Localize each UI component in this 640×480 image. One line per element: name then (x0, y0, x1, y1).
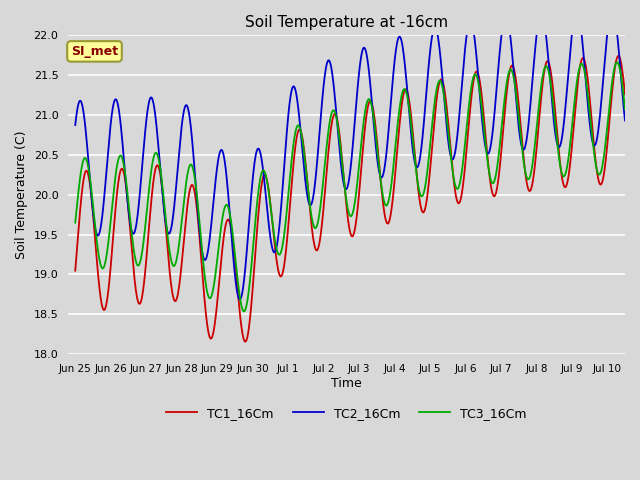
TC3_16Cm (621, 107, 629, 112)
TC2_16Cm (609, 7, 616, 12)
TC2_16Cm (385, 129, 392, 135)
TC3_16Cm (136, 259, 144, 265)
TC1_16Cm (614, 53, 622, 59)
Y-axis label: Soil Temperature (C): Soil Temperature (C) (15, 131, 28, 259)
TC1_16Cm (72, 268, 79, 274)
TC2_16Cm (621, 118, 629, 123)
TC3_16Cm (114, 159, 122, 165)
TC1_16Cm (241, 339, 249, 345)
TC3_16Cm (316, 205, 324, 211)
X-axis label: Time: Time (332, 377, 362, 390)
TC2_16Cm (326, 60, 334, 66)
TC1_16Cm (621, 92, 629, 97)
TC2_16Cm (72, 122, 79, 128)
TC2_16Cm (114, 101, 122, 107)
TC1_16Cm (326, 132, 334, 138)
TC2_16Cm (236, 297, 244, 302)
Legend: TC1_16Cm, TC2_16Cm, TC3_16Cm: TC1_16Cm, TC2_16Cm, TC3_16Cm (161, 402, 532, 425)
TC3_16Cm (305, 194, 313, 200)
TC3_16Cm (613, 60, 621, 65)
Text: SI_met: SI_met (71, 45, 118, 58)
Title: Soil Temperature at -16cm: Soil Temperature at -16cm (245, 15, 448, 30)
Line: TC2_16Cm: TC2_16Cm (76, 10, 625, 300)
Line: TC3_16Cm: TC3_16Cm (76, 62, 625, 312)
TC2_16Cm (305, 200, 313, 206)
TC3_16Cm (385, 199, 392, 204)
TC1_16Cm (305, 196, 313, 202)
TC2_16Cm (316, 121, 324, 127)
TC3_16Cm (326, 117, 334, 122)
TC2_16Cm (136, 187, 144, 193)
Line: TC1_16Cm: TC1_16Cm (76, 56, 625, 342)
TC1_16Cm (316, 235, 324, 241)
TC1_16Cm (114, 183, 122, 189)
TC3_16Cm (240, 309, 248, 314)
TC1_16Cm (385, 220, 392, 226)
TC1_16Cm (136, 300, 144, 306)
TC3_16Cm (72, 220, 79, 226)
